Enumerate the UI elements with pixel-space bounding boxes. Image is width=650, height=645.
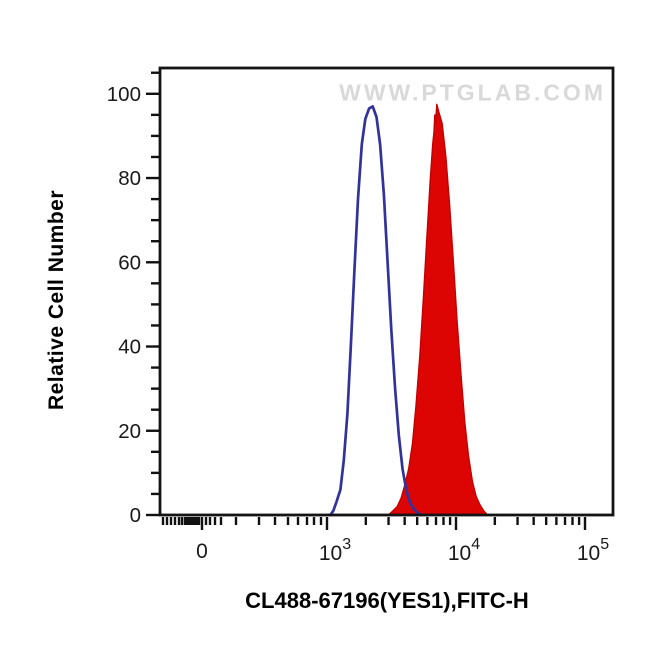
- plot-border: [158, 66, 615, 517]
- tick-labels: 0 20 40 60 80 100 0 103 104 105: [107, 83, 609, 565]
- y-tick-label: 60: [118, 251, 141, 274]
- y-tick-label: 100: [107, 83, 141, 106]
- x-axis-title: CL488-67196(YES1),FITC-H: [245, 588, 529, 613]
- ptglab-watermark: WWW.PTGLAB.COM: [339, 79, 606, 106]
- y-tick-label: 0: [130, 504, 141, 527]
- x-tick-label: 0: [196, 540, 208, 563]
- blue-open-histogram: [328, 105, 423, 517]
- histogram-series: [328, 103, 489, 517]
- red-filled-histogram: [387, 103, 489, 516]
- x-tick-label: 103: [319, 536, 351, 565]
- x-tick-label: 105: [577, 536, 609, 565]
- axes-and-ticks: [146, 66, 615, 530]
- y-tick-label: 80: [118, 167, 141, 190]
- y-tick-label: 20: [118, 420, 141, 443]
- y-tick-label: 40: [118, 336, 141, 359]
- x-tick-label: 104: [448, 536, 480, 565]
